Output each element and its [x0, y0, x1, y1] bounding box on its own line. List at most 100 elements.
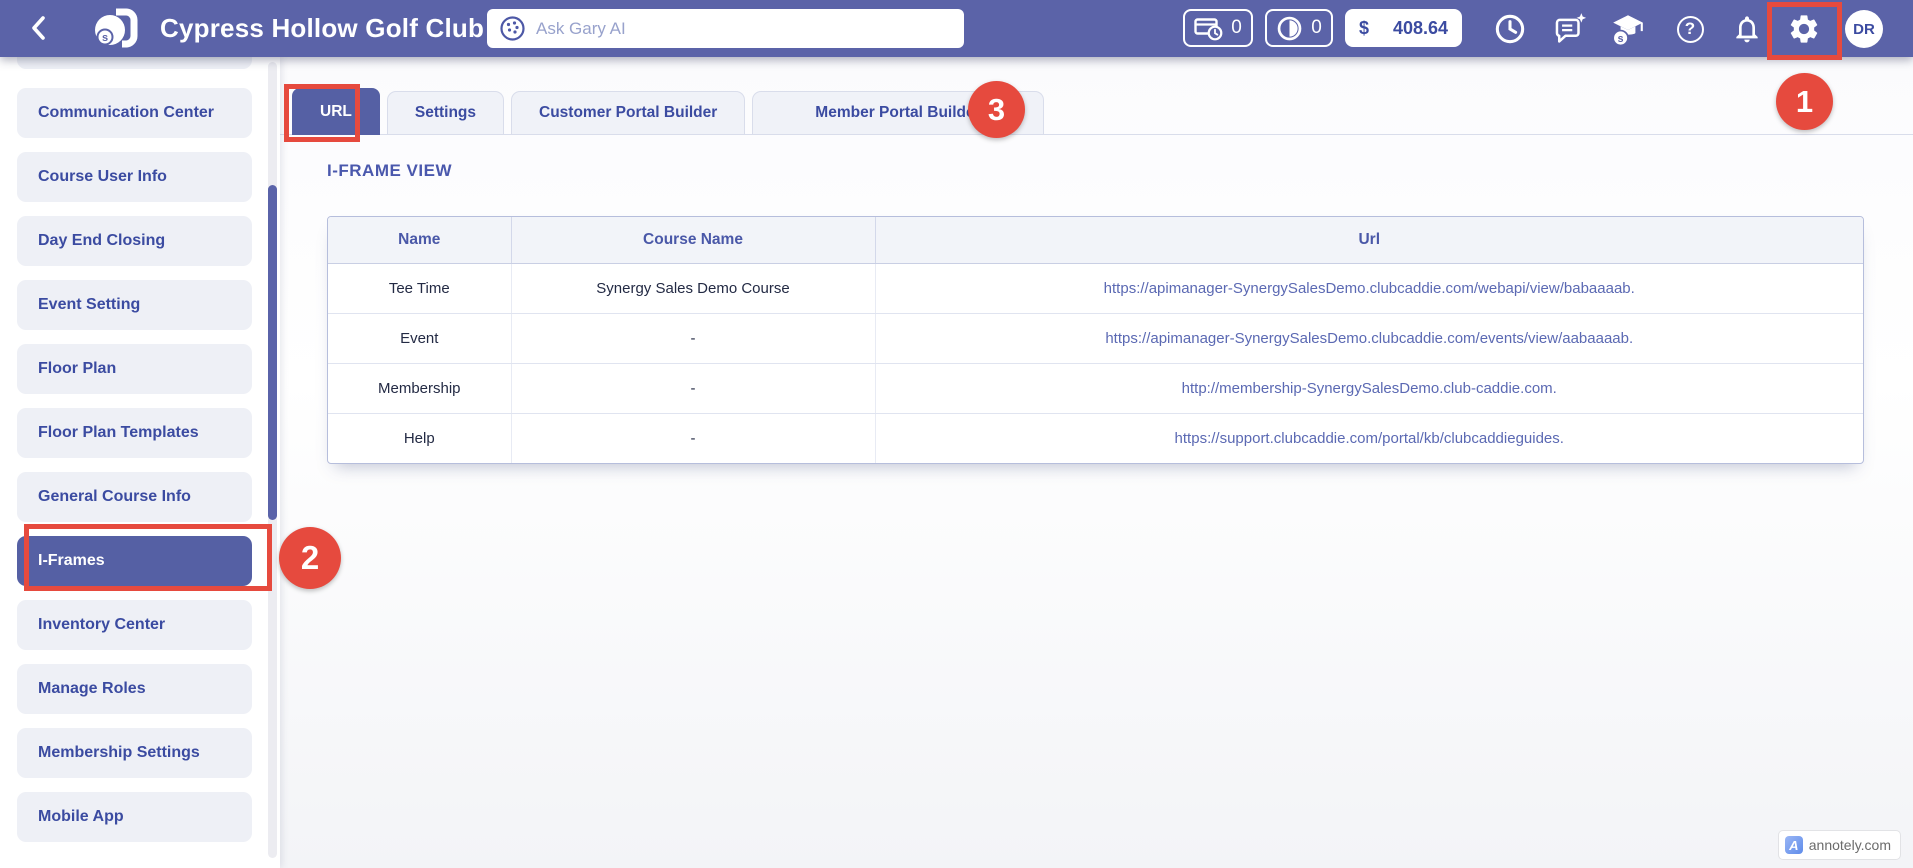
- url-link[interactable]: https://apimanager-SynergySalesDemo.club…: [1105, 329, 1634, 347]
- cell-course-name: -: [510, 363, 875, 414]
- cell-name: Help: [403, 429, 435, 447]
- cell-course-name: Synergy Sales Demo Course: [510, 263, 875, 314]
- timeclock-icon: [1194, 17, 1223, 40]
- sidebar-item-manage-roles[interactable]: Manage Roles: [17, 664, 252, 714]
- sidebar-item-course-user-info[interactable]: Course User Info: [17, 152, 252, 202]
- university-button[interactable]: s: [1610, 11, 1646, 47]
- timeclock-counter[interactable]: 0: [1183, 9, 1253, 47]
- cash-balance: 408.64: [1392, 17, 1448, 38]
- annotely-watermark[interactable]: A annotely.com: [1778, 831, 1900, 859]
- cell-url: https://apimanager-SynergySalesDemo.club…: [874, 263, 1863, 314]
- table-row: Membership - http://membership-SynergySa…: [328, 363, 1863, 414]
- ask-gary-search[interactable]: [487, 9, 964, 48]
- cell-name: Membership: [328, 363, 511, 414]
- annotation-step-1: 1: [1776, 73, 1833, 130]
- section-heading: I-FRAME VIEW: [327, 161, 452, 180]
- sidebar-item-label: General Course Info: [38, 488, 191, 505]
- sidebar-item-label: Manage Roles: [38, 680, 146, 697]
- main-content: URL Settings Customer Portal Builder Mem…: [280, 57, 1913, 868]
- help-glyph: ?: [1684, 19, 1696, 38]
- sidebar-item-mobile-app[interactable]: Mobile App: [17, 792, 252, 842]
- sidebar-item-inventory-center[interactable]: Inventory Center: [17, 600, 252, 650]
- table-row: Help - https://support.clubcaddie.com/po…: [328, 413, 1863, 463]
- settings-button[interactable]: [1786, 11, 1822, 47]
- tab-customer-portal-builder[interactable]: Customer Portal Builder: [511, 91, 746, 134]
- sidebar-item-label: Inventory Center: [38, 616, 166, 633]
- tab-settings[interactable]: Settings: [386, 91, 505, 134]
- clock-button[interactable]: [1492, 11, 1528, 47]
- annotation-box-settings: [1767, 2, 1842, 60]
- annotation-box-url-tab: [284, 84, 360, 142]
- back-icon: [32, 16, 45, 40]
- university-icon: s: [1612, 15, 1643, 46]
- table-row: Event - https://apimanager-SynergySalesD…: [328, 313, 1863, 364]
- shift-count: 0: [1311, 17, 1322, 38]
- feedback-icon: [1555, 13, 1587, 43]
- sidebar-item-label: Floor Plan Templates: [38, 424, 199, 441]
- shift-counter[interactable]: 0: [1265, 9, 1333, 47]
- cell-course-name: -: [510, 313, 875, 364]
- table-row: Tee Time Synergy Sales Demo Course https…: [328, 263, 1863, 314]
- tab-label: Customer Portal Builder: [539, 104, 718, 121]
- sidebar-item-communication-center[interactable]: Communication Center: [17, 88, 252, 138]
- svg-text:s: s: [1618, 33, 1624, 45]
- club-caddie-logo: s: [92, 5, 144, 58]
- annotation-step-3: 3: [968, 81, 1025, 138]
- settings-gear-icon: [1790, 15, 1818, 43]
- sidebar-item-day-end-closing[interactable]: Day End Closing: [17, 216, 252, 266]
- gary-ai-icon: [500, 16, 525, 41]
- search-input[interactable]: [536, 18, 952, 39]
- feedback-button[interactable]: [1552, 11, 1588, 47]
- sidebar-item-general-course-info[interactable]: General Course Info: [17, 472, 252, 522]
- column-header-course-name: Course Name: [510, 217, 875, 264]
- column-header-url: Url: [874, 217, 1863, 264]
- annotely-icon: A: [1784, 836, 1803, 854]
- cell-url: http://membership-SynergySalesDemo.club-…: [874, 363, 1863, 414]
- sidebar-item-floor-plan-templates[interactable]: Floor Plan Templates: [17, 408, 252, 458]
- cell-url: https://support.clubcaddie.com/portal/kb…: [874, 413, 1863, 463]
- cell-name: Tee Time: [328, 263, 511, 314]
- tab-label: Settings: [414, 104, 477, 121]
- help-button[interactable]: ?: [1672, 11, 1708, 47]
- table-header-row: Name Course Name Url: [328, 217, 1863, 264]
- sidebar-item-label: Event Setting: [38, 296, 141, 313]
- url-link[interactable]: https://apimanager-SynergySalesDemo.club…: [1103, 279, 1635, 297]
- svg-text:s: s: [102, 32, 108, 44]
- sidebar-item-label: Membership Settings: [38, 744, 200, 761]
- sidebar-item-label: I-Frames: [38, 552, 105, 569]
- currency-symbol: $: [1359, 17, 1370, 38]
- sidebar-item-membership-settings[interactable]: Membership Settings: [17, 728, 252, 778]
- notifications-icon: [1736, 16, 1758, 43]
- notifications-button[interactable]: [1729, 11, 1765, 47]
- sidebar-item-partial[interactable]: [17, 57, 252, 69]
- url-link[interactable]: https://support.clubcaddie.com/portal/kb…: [1174, 429, 1564, 447]
- settings-sidebar: Communication Center Course User Info Da…: [0, 57, 280, 868]
- sidebar-item-event-setting[interactable]: Event Setting: [17, 280, 252, 330]
- sidebar-item-label: Course User Info: [38, 168, 167, 185]
- sidebar-menu: Communication Center Course User Info Da…: [0, 57, 280, 868]
- tab-bar: URL Settings Customer Portal Builder Mem…: [280, 88, 1913, 135]
- annotation-step-2: 2: [279, 527, 341, 589]
- topbar: s Cypress Hollow Golf Club 0: [0, 0, 1913, 57]
- sidebar-item-floor-plan[interactable]: Floor Plan: [17, 344, 252, 394]
- tab-label: URL: [320, 103, 352, 120]
- annotation-box-i-frames: [24, 524, 272, 591]
- avatar-initials: DR: [1853, 20, 1875, 38]
- page-title: Cypress Hollow Golf Club: [160, 13, 485, 43]
- sidebar-item-label: Communication Center: [38, 104, 215, 121]
- cash-drawer-button[interactable]: $ 408.64: [1345, 9, 1462, 47]
- sidebar-item-label: Day End Closing: [38, 232, 166, 249]
- sidebar-scrollbar-thumb[interactable]: [268, 185, 277, 520]
- sidebar-item-label: Mobile App: [38, 808, 124, 825]
- url-link[interactable]: http://membership-SynergySalesDemo.club-…: [1181, 379, 1557, 397]
- watermark-text: annotely.com: [1808, 837, 1891, 853]
- tab-url[interactable]: URL: [292, 88, 380, 135]
- sidebar-item-i-frames[interactable]: I-Frames: [17, 536, 252, 586]
- shift-clock-icon: [1277, 16, 1302, 40]
- back-button[interactable]: [26, 15, 52, 41]
- clock-icon: [1495, 14, 1525, 44]
- user-avatar[interactable]: DR: [1845, 10, 1883, 48]
- help-icon: ?: [1676, 15, 1704, 43]
- column-header-name: Name: [328, 217, 511, 264]
